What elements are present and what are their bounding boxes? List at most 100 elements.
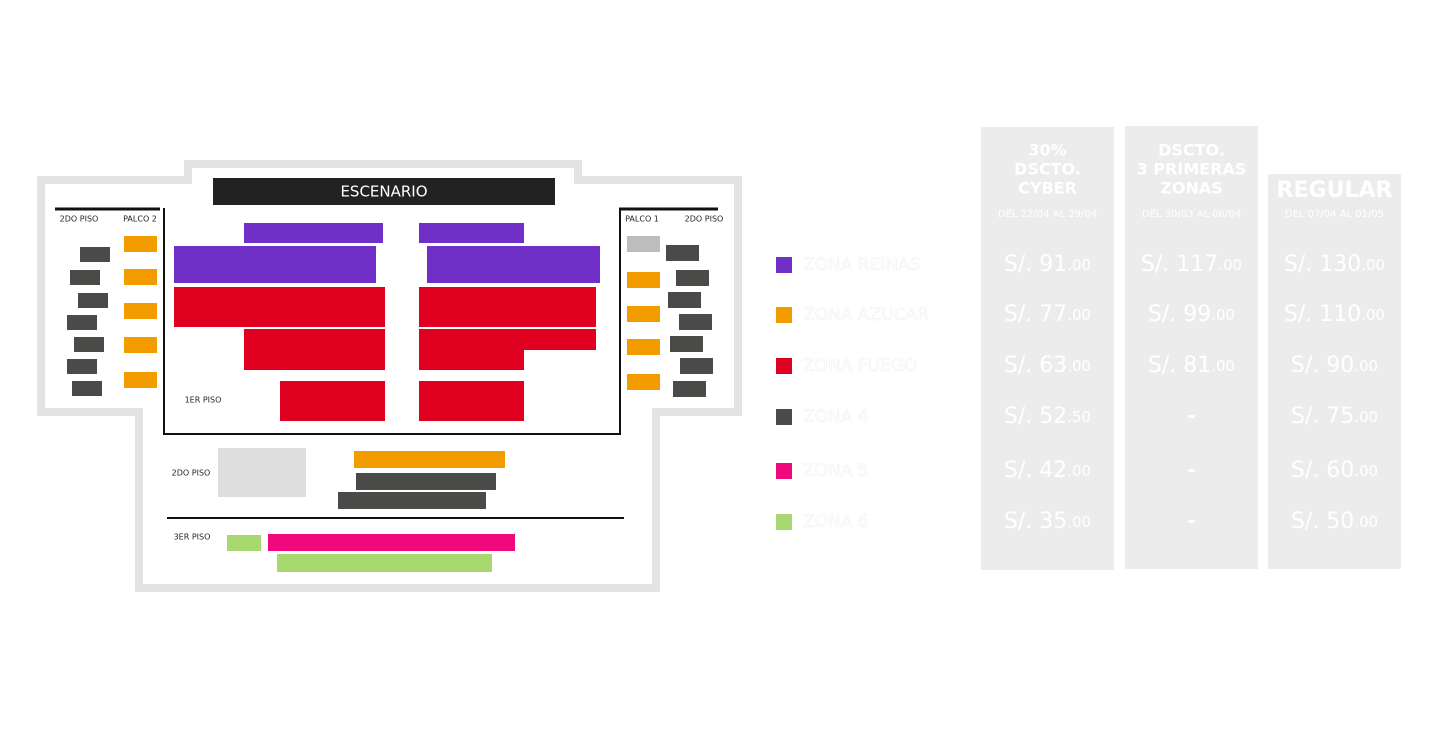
price-main: S/. 50 (1291, 509, 1354, 534)
column-title: ZONAS (1160, 179, 1223, 198)
column-dates: DEL 22/04 AL 29/04 (998, 209, 1097, 220)
price-main: S/. 130 (1284, 252, 1361, 277)
seat-block (70, 270, 100, 285)
price-cents: .00 (1067, 513, 1091, 531)
seat-block (244, 223, 383, 243)
seat-block (218, 448, 306, 497)
seat-block (244, 329, 385, 370)
seat-block (627, 272, 660, 288)
column-title: 30% (1028, 141, 1066, 160)
price-cents: .00 (1067, 462, 1091, 480)
seat-block (174, 246, 376, 283)
price-main: S/. 110 (1284, 302, 1361, 327)
price: - (1187, 458, 1195, 482)
map-label: 2DO PISO (685, 215, 724, 224)
seat-block (679, 314, 712, 330)
price: S/. 91.00 (1004, 252, 1091, 277)
price: S/. 52.50 (1004, 404, 1091, 429)
seat-block (668, 292, 701, 308)
legend-label: ZONA 6 (803, 512, 869, 532)
legend-label: ZONA 5 (803, 461, 869, 481)
seat-block (67, 359, 97, 374)
map-label: 2DO PISO (172, 469, 211, 478)
seat-block (80, 247, 110, 262)
seat-block (627, 339, 660, 355)
price-main: S/. 90 (1291, 353, 1354, 378)
seat-block (627, 374, 660, 390)
column-title: CYBER (1018, 179, 1077, 198)
seat-block (666, 245, 699, 261)
price: S/. 117.00 (1141, 252, 1242, 277)
price-cents: .00 (1067, 256, 1091, 274)
legend-label: ZONA REINAS (803, 255, 920, 275)
legend-swatch (776, 409, 792, 425)
seat-block (670, 336, 703, 352)
map-label: PALCO 1 (625, 215, 659, 224)
seat-block (124, 372, 157, 388)
seat-block (427, 246, 600, 283)
price-cents: .00 (1354, 462, 1378, 480)
price: - (1187, 509, 1195, 533)
price-main: S/. 75 (1291, 404, 1354, 429)
price-cents: .00 (1361, 306, 1385, 324)
seat-block (67, 315, 97, 330)
legend-label: ZONA 4 (803, 407, 869, 427)
legend: ZONA REINAS ZONA AZUCAR ZONA FUEGO ZONA 4 ZO… (776, 255, 929, 532)
price-cents: .00 (1211, 357, 1235, 375)
price-main: S/. 99 (1148, 302, 1211, 327)
price-main: S/. 91 (1004, 252, 1067, 277)
legend-swatch (776, 307, 792, 323)
seat-block (124, 236, 157, 252)
floor-frame (163, 208, 621, 435)
seat-block (74, 337, 104, 352)
price: S/. 63.00 (1004, 353, 1091, 378)
price: S/. 81.00 (1148, 353, 1235, 378)
map-label: 3ER PISO (174, 533, 211, 542)
seat-block (124, 337, 157, 353)
seat-block (268, 534, 515, 551)
price: S/. 77.00 (1004, 302, 1091, 327)
price-cents: .00 (1218, 256, 1242, 274)
legend-swatch (776, 463, 792, 479)
legend-label: ZONA FUEGO (803, 356, 917, 376)
seat-block (124, 303, 157, 319)
seat-block (419, 381, 524, 421)
price-cents: .00 (1211, 306, 1235, 324)
map-label: 2DO PISO (60, 215, 99, 224)
seat-block (627, 306, 660, 322)
map-label: PALCO 2 (123, 215, 157, 224)
price-main: S/. 35 (1004, 509, 1067, 534)
price-main: S/. 52 (1004, 404, 1067, 429)
seat-block (356, 473, 496, 490)
seat-block (419, 223, 524, 243)
column-title: DSCTO. (1158, 141, 1225, 160)
column-dates: DEL 30/03 AL 06/04 (1142, 209, 1241, 220)
price-main: S/. 117 (1141, 252, 1218, 277)
seat-block (280, 381, 385, 421)
price-column (981, 127, 1114, 570)
price: S/. 90.00 (1291, 353, 1378, 378)
price: S/. 60.00 (1291, 458, 1378, 483)
seat-map (67, 223, 713, 572)
price: S/. 110.00 (1284, 302, 1385, 327)
seat-block (676, 270, 709, 286)
map-labels: 2DO PISO PALCO 2 PALCO 1 2DO PISO 1ER PISO 2D… (60, 215, 724, 542)
price: S/. 42.00 (1004, 458, 1091, 483)
seat-block (124, 269, 157, 285)
column-title: 3 PRIMERAS (1137, 160, 1247, 179)
legend-swatch (776, 257, 792, 273)
seat-block (419, 287, 596, 327)
seat-block (419, 349, 524, 370)
price: S/. 130.00 (1284, 252, 1385, 277)
legend-swatch (776, 514, 792, 530)
seat-block (72, 381, 102, 396)
price-main: S/. 63 (1004, 353, 1067, 378)
price: S/. 35.00 (1004, 509, 1091, 534)
price: S/. 50.00 (1291, 509, 1378, 534)
price-main: S/. 81 (1148, 353, 1211, 378)
map-label: 1ER PISO (185, 396, 222, 405)
price-cents: .50 (1067, 408, 1091, 426)
